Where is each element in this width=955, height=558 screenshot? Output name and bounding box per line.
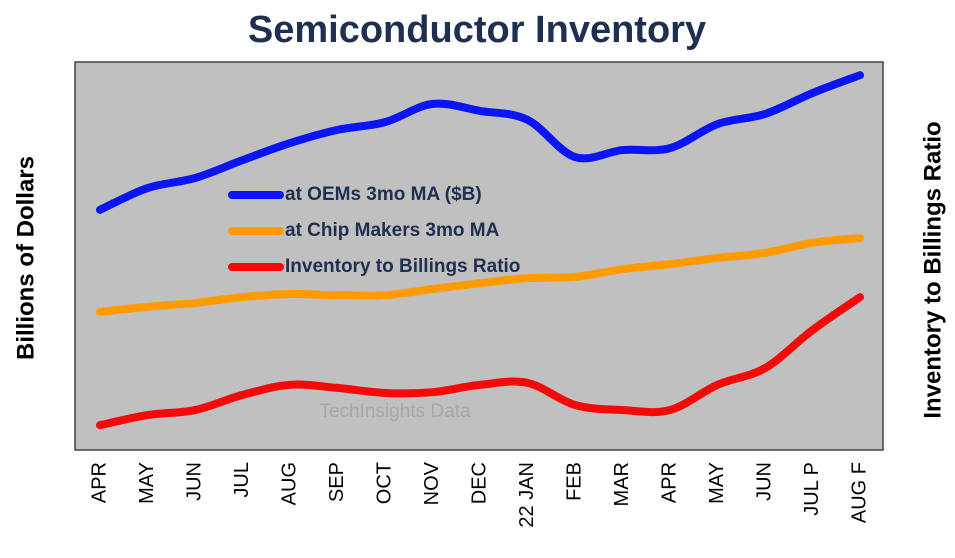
legend-label: at OEMs 3mo MA ($B) — [285, 184, 482, 205]
x-tick-label: SEP — [326, 462, 348, 502]
x-tick-label: JUN — [183, 462, 205, 501]
x-tick-label: APR — [658, 462, 680, 503]
x-tick-label: MAR — [611, 462, 633, 506]
series-line — [96, 71, 864, 214]
legend-label: at Chip Makers 3mo MA — [285, 220, 500, 241]
x-tick-label: MAY — [136, 462, 158, 504]
x-tick-label: AUG F — [848, 462, 870, 523]
x-tick-label: OCT — [373, 462, 395, 504]
chart-title: Semiconductor Inventory — [248, 9, 706, 51]
x-tick-label: JUN — [753, 462, 775, 501]
x-tick-label: JUL — [231, 462, 253, 498]
y2-axis-label: Inventory to Billings Ratio — [919, 121, 946, 418]
series-line — [96, 234, 864, 316]
legend-label: Inventory to Billings Ratio — [285, 256, 520, 277]
x-tick-label: NOV — [421, 461, 443, 505]
x-tick-label: JUL P — [801, 462, 823, 516]
x-tick-label: DEC — [468, 462, 490, 504]
x-tick-label: APR — [88, 462, 110, 503]
x-tick-label: AUG — [278, 462, 300, 505]
x-tick-label: 22 JAN — [516, 462, 538, 528]
y-axis-label: Billions of Dollars — [12, 156, 39, 360]
x-tick-label: FEB — [563, 462, 585, 501]
x-tick-label: MAY — [706, 462, 728, 504]
annotation: TechInsights Data — [319, 401, 470, 422]
series-line — [96, 293, 864, 430]
